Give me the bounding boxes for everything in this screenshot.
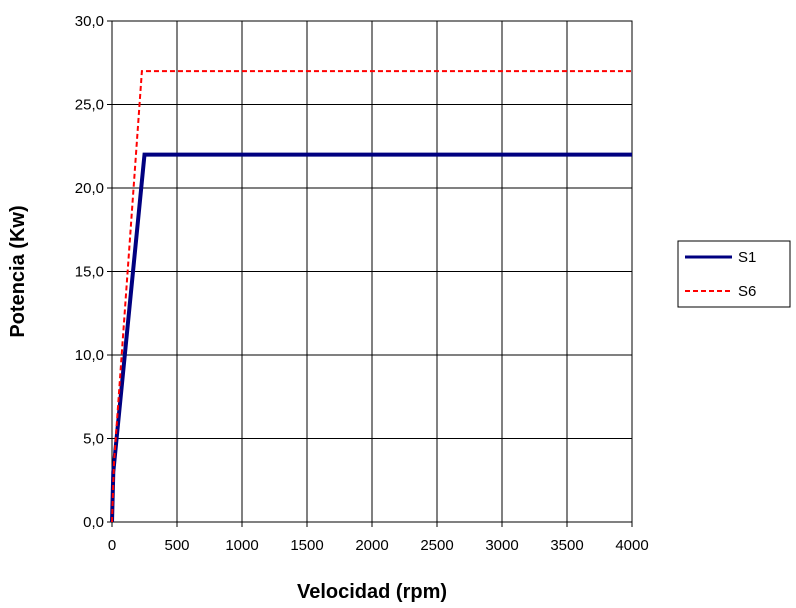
y-tick-label: 5,0 — [83, 431, 104, 448]
legend-box — [677, 240, 791, 308]
series-line-s6 — [111, 70, 632, 523]
y-axis-title: Potencia (Kw) — [7, 205, 29, 337]
x-tick-label: 1500 — [290, 537, 323, 554]
y-tick-label: 30,0 — [75, 13, 104, 30]
x-tick-label: 2000 — [355, 537, 388, 554]
x-axis-title: Velocidad (rpm) — [297, 581, 447, 603]
x-axis-ticks: 0 500 1000 1500 2000 2500 3000 3500 4000 — [108, 522, 649, 554]
legend: S1 S6 — [677, 240, 791, 308]
x-tick-label: 3000 — [485, 537, 518, 554]
grid — [111, 20, 633, 523]
legend-label-s1: S1 — [738, 249, 756, 266]
y-tick-label: 15,0 — [75, 264, 104, 281]
x-tick-label: 2500 — [420, 537, 453, 554]
series — [110, 70, 632, 523]
x-tick-label: 4000 — [615, 537, 648, 554]
y-axis-ticks: 0,0 5,0 10,0 15,0 20,0 25,0 30,0 — [75, 13, 112, 531]
y-tick-label: 20,0 — [75, 180, 104, 197]
y-tick-label: 25,0 — [75, 97, 104, 114]
x-tick-label: 3500 — [550, 537, 583, 554]
x-tick-label: 1000 — [225, 537, 258, 554]
x-tick-label: 0 — [108, 537, 116, 554]
y-tick-label: 10,0 — [75, 347, 104, 364]
y-tick-label: 0,0 — [83, 514, 104, 531]
legend-label-s6: S6 — [738, 283, 756, 300]
x-tick-label: 500 — [164, 537, 189, 554]
